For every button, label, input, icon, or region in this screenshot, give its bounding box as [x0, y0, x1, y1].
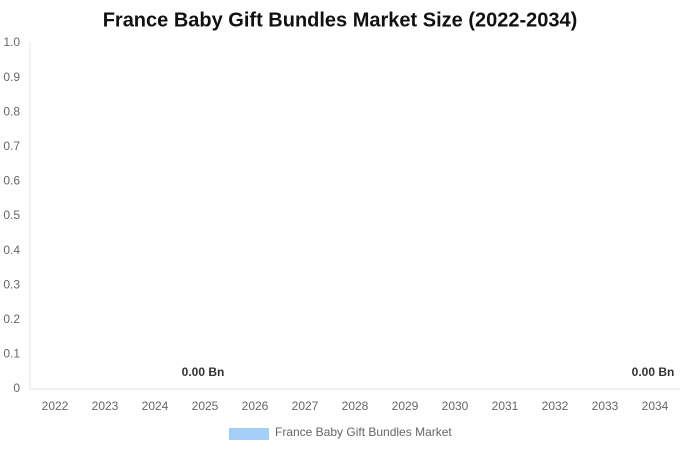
legend-swatch: [229, 428, 269, 440]
x-tick-label: 2024: [142, 399, 169, 413]
y-tick-label: 1.0: [3, 35, 20, 49]
data-label: 0.00 Bn: [182, 365, 225, 379]
x-tick-label: 2032: [542, 399, 569, 413]
x-tick-label: 2025: [192, 399, 219, 413]
y-tick-label: 0.2: [3, 312, 20, 326]
y-tick-label: 0.8: [3, 104, 20, 118]
x-tick-label: 2033: [592, 399, 619, 413]
data-label: 0.00 Bn: [632, 365, 675, 379]
y-tick-label: 0.9: [3, 70, 20, 84]
y-tick-label: 0.3: [3, 277, 20, 291]
x-tick-label: 2023: [92, 399, 119, 413]
legend-label: France Baby Gift Bundles Market: [275, 425, 452, 439]
y-tick-label: 0.7: [3, 139, 20, 153]
y-tick-label: 0: [13, 381, 20, 395]
y-tick-label: 0.5: [3, 208, 20, 222]
chart-title: France Baby Gift Bundles Market Size (20…: [103, 9, 578, 31]
y-tick-label: 0.1: [3, 347, 20, 361]
y-tick-label: 0.4: [3, 243, 20, 257]
x-tick-label: 2026: [242, 399, 269, 413]
y-tick-label: 0.6: [3, 174, 20, 188]
x-tick-label: 2030: [442, 399, 469, 413]
x-tick-label: 2022: [42, 399, 69, 413]
x-tick-label: 2029: [392, 399, 419, 413]
x-tick-label: 2034: [642, 399, 669, 413]
x-tick-label: 2031: [492, 399, 519, 413]
x-tick-label: 2027: [292, 399, 319, 413]
x-tick-label: 2028: [342, 399, 369, 413]
